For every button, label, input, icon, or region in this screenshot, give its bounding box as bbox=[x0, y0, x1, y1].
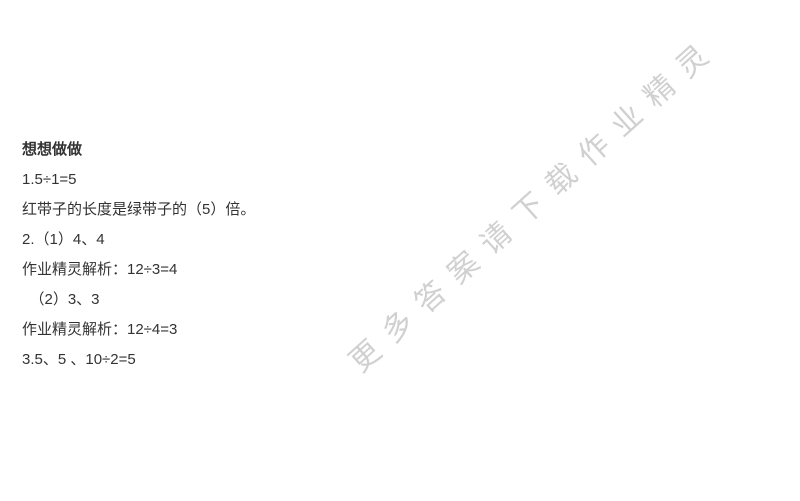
content-line: （2）3、3 bbox=[22, 285, 255, 315]
document-content: 想想做做 1.5÷1=5 红带子的长度是绿带子的（5）倍。 2.（1）4、4 作… bbox=[22, 135, 255, 375]
content-line: 2.（1）4、4 bbox=[22, 225, 255, 255]
content-line: 红带子的长度是绿带子的（5）倍。 bbox=[22, 195, 255, 225]
content-line: 作业精灵解析：12÷3=4 bbox=[22, 255, 255, 285]
watermark-text: 更多答案请下载作业精灵 bbox=[337, 24, 726, 381]
content-line: 作业精灵解析：12÷4=3 bbox=[22, 315, 255, 345]
content-line: 3.5、5 、10÷2=5 bbox=[22, 345, 255, 375]
section-heading: 想想做做 bbox=[22, 135, 255, 165]
content-line: 1.5÷1=5 bbox=[22, 165, 255, 195]
